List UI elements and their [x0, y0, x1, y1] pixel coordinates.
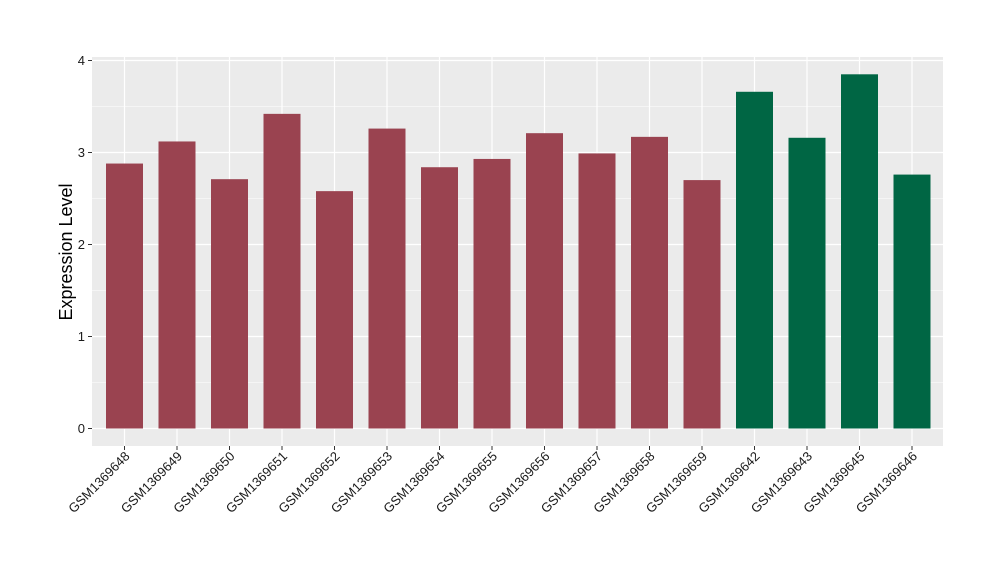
bar — [578, 153, 616, 429]
bar — [736, 91, 773, 429]
x-axis: GSM1369648GSM1369649GSM1369650GSM1369651… — [65, 446, 920, 516]
bar — [368, 128, 406, 429]
bar — [526, 133, 563, 429]
y-axis-title: Expression Level — [56, 183, 76, 320]
bar — [263, 113, 301, 429]
bar — [316, 191, 353, 429]
bar — [841, 74, 878, 429]
bar — [683, 180, 721, 429]
bar — [631, 136, 668, 429]
bars — [106, 74, 931, 429]
bar — [788, 137, 826, 429]
y-axis: 0 1 2 3 4 — [78, 53, 92, 436]
y-tick-label: 2 — [78, 237, 85, 252]
bar — [211, 179, 248, 429]
y-tick-label: 4 — [78, 53, 85, 68]
bar — [473, 158, 511, 429]
y-tick-label: 0 — [78, 421, 85, 436]
bar — [893, 174, 931, 429]
bar — [158, 141, 196, 429]
bar — [421, 167, 458, 429]
bar — [106, 163, 143, 429]
y-tick-label: 3 — [78, 145, 85, 160]
y-tick-label: 1 — [78, 329, 85, 344]
